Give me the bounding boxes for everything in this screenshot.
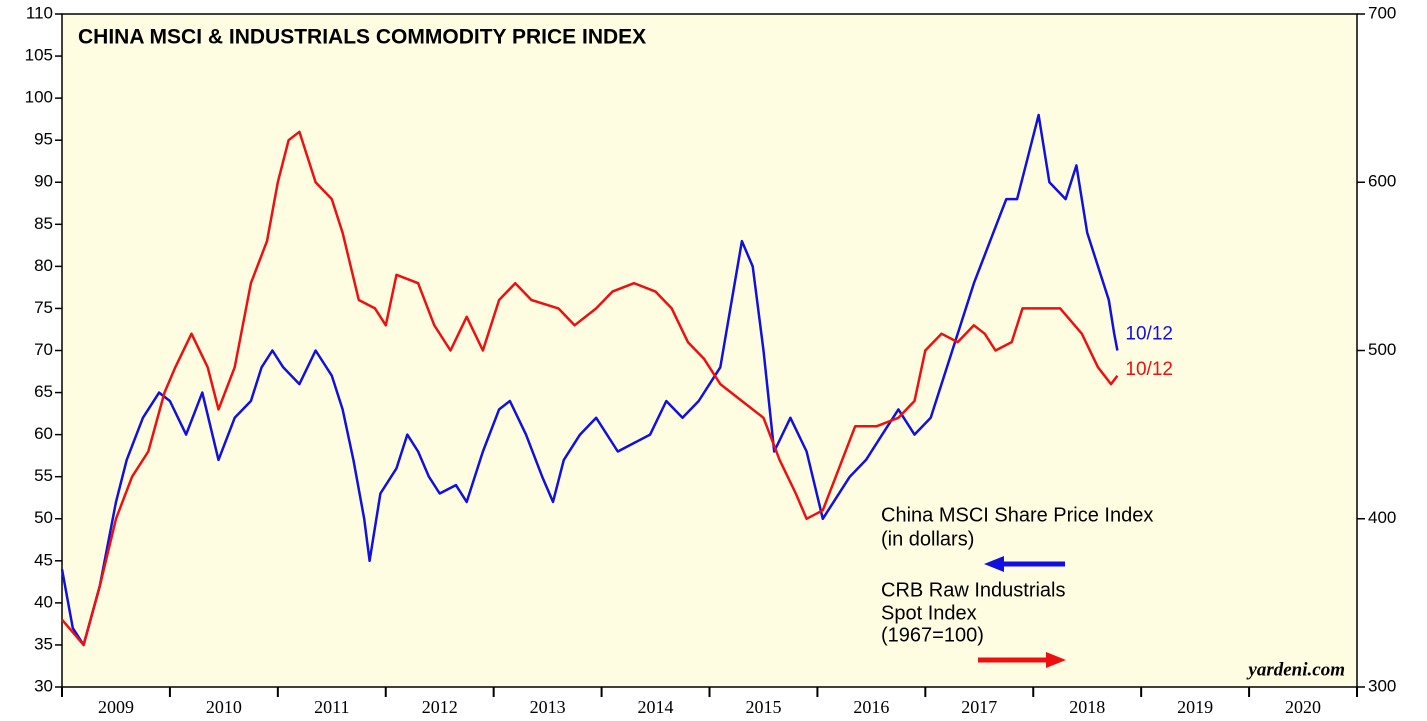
- y2-tick-label: 600: [1368, 172, 1396, 191]
- y-tick-label: 80: [34, 256, 53, 275]
- y-tick-label: 35: [34, 634, 53, 653]
- legend-arrow: [978, 652, 1066, 668]
- legend-label: (1967=100): [881, 624, 984, 646]
- x-tick-label: 2011: [314, 697, 349, 717]
- y-tick-label: 95: [34, 130, 53, 149]
- x-tick-label: 2012: [422, 697, 458, 717]
- series-line: [60, 113, 1119, 647]
- y-tick-label: 40: [34, 592, 53, 611]
- legend-label: (in dollars): [881, 528, 974, 550]
- y-tick-label: 100: [25, 88, 53, 107]
- y-tick-label: 85: [34, 214, 53, 233]
- x-tick-label: 2010: [206, 697, 242, 717]
- source: yardeni.com: [1246, 659, 1345, 680]
- x-tick-label: 2018: [1069, 697, 1105, 717]
- y-tick-label: 65: [34, 382, 53, 401]
- y-tick-label: 55: [34, 466, 53, 485]
- legend-arrow: [984, 556, 1065, 572]
- y-tick-label: 90: [34, 172, 53, 191]
- x-tick-label: 2009: [98, 697, 134, 717]
- y-tick-label: 105: [25, 46, 53, 65]
- x-tick-label: 2015: [745, 697, 781, 717]
- y-tick-label: 70: [34, 340, 53, 359]
- y-tick-label: 110: [26, 3, 53, 22]
- y-tick-label: 50: [34, 508, 53, 527]
- y-tick-label: 60: [34, 424, 53, 443]
- series-line: [61, 130, 1119, 647]
- legend-label: Spot Index: [881, 602, 977, 624]
- y-tick-label: 45: [34, 550, 53, 569]
- plot-area: [61, 13, 1358, 688]
- x-tick-label: 2014: [638, 697, 674, 717]
- y2-tick-label: 400: [1368, 508, 1396, 527]
- x-tick-label: 2013: [530, 697, 566, 717]
- y-tick-label: 75: [34, 298, 53, 317]
- end-label: 10/12: [1125, 359, 1173, 380]
- x-tick-label: 2020: [1285, 697, 1321, 717]
- y2-tick-label: 300: [1368, 676, 1396, 695]
- x-tick-label: 2016: [853, 697, 889, 717]
- y-tick-label: 30: [34, 676, 53, 695]
- x-tick-label: 2019: [1177, 697, 1213, 717]
- end-label: 10/12: [1125, 324, 1173, 345]
- legend-label: CRB Raw Industrials: [881, 579, 1066, 601]
- legend-label: China MSCI Share Price Index: [881, 504, 1153, 526]
- y2-tick-label: 700: [1368, 3, 1396, 22]
- chart-title: CHINA MSCI & INDUSTRIALS COMMODITY PRICE…: [78, 26, 646, 49]
- x-tick-label: 2017: [961, 697, 997, 717]
- y2-tick-label: 500: [1368, 340, 1396, 359]
